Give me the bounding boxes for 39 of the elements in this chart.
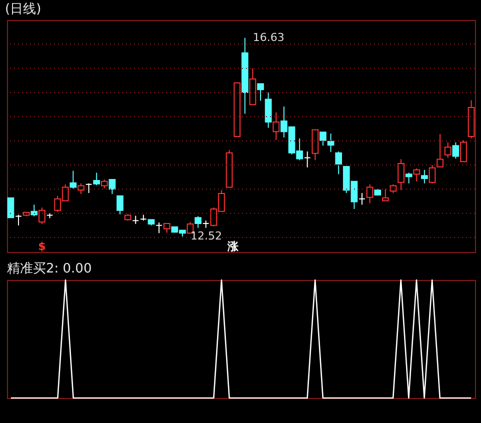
chart-title: (日线): [5, 2, 42, 17]
candlestick: [428, 164, 436, 184]
annotation: 涨: [226, 240, 240, 254]
annotation: 16.63: [252, 30, 284, 44]
candlestick: [202, 220, 210, 228]
candlestick: [272, 112, 280, 140]
candlestick: [413, 168, 420, 182]
candlestick: [70, 170, 77, 190]
candlestick: [116, 195, 124, 215]
candlestick: [312, 129, 319, 161]
candlestick: [93, 172, 100, 186]
candlestick: [264, 92, 272, 128]
candlestick: [460, 140, 467, 162]
candlestick: [15, 214, 22, 226]
candlestick: [132, 215, 140, 224]
annotation: $: [38, 240, 46, 254]
candlestick: [358, 192, 366, 206]
candlestick: [304, 150, 311, 168]
candlestick: [320, 132, 326, 146]
candlestick: [382, 188, 389, 202]
candlestick: [156, 222, 162, 234]
candlestick: [257, 83, 264, 102]
candlestick: [194, 216, 202, 228]
candlestick: [38, 207, 46, 224]
candlestick: [335, 150, 342, 175]
candlestick: [163, 222, 170, 234]
candlestick: [436, 134, 444, 168]
candlestick: [85, 182, 92, 194]
candlestick: [7, 197, 14, 218]
candlestick: [366, 184, 374, 204]
candlestick: [421, 169, 428, 184]
candlestick: [398, 158, 404, 191]
chart-title: 精准买2: 0.00: [7, 261, 92, 276]
candlestick: [78, 182, 84, 194]
candlestick: [444, 142, 452, 158]
annotation: 12.52: [190, 230, 222, 243]
candlestick: [108, 179, 116, 194]
candlestick: [452, 142, 460, 160]
candlestick: [405, 172, 412, 184]
